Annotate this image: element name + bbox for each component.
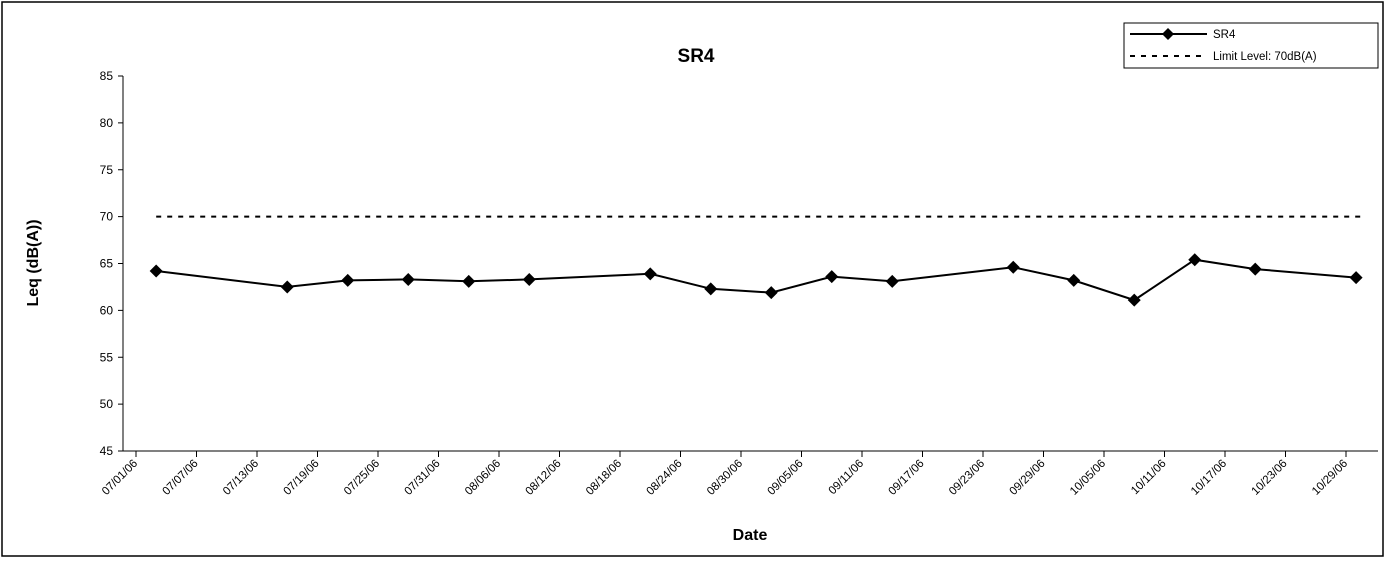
x-axis-title: Date bbox=[733, 527, 768, 544]
x-tick-label: 09/29/06 bbox=[1007, 458, 1047, 498]
chart-title: SR4 bbox=[678, 46, 715, 67]
data-point-sr4 bbox=[764, 286, 778, 300]
y-tick-label: 55 bbox=[100, 350, 114, 364]
data-point-sr4 bbox=[522, 272, 536, 286]
x-tick-label: 09/17/06 bbox=[886, 458, 926, 498]
y-axis-ticks: 45 50 55 60 65 70 75 80 85 bbox=[100, 69, 123, 458]
x-tick-label: 08/24/06 bbox=[644, 458, 684, 498]
y-tick-label: 70 bbox=[100, 210, 114, 224]
data-point-sr4 bbox=[462, 274, 476, 288]
data-point-sr4 bbox=[149, 264, 163, 278]
y-tick-label: 75 bbox=[100, 163, 114, 177]
data-point-sr4 bbox=[704, 282, 718, 296]
data-point-sr4 bbox=[1127, 293, 1141, 307]
data-point-sr4 bbox=[1349, 271, 1363, 285]
y-tick-label: 60 bbox=[100, 303, 114, 317]
y-tick-label: 50 bbox=[100, 397, 114, 411]
legend-label-sr4: SR4 bbox=[1213, 29, 1236, 41]
data-point-sr4 bbox=[1067, 273, 1081, 287]
x-tick-label: 10/17/06 bbox=[1189, 458, 1229, 498]
legend: SR4 Limit Level: 70dB(A) bbox=[1123, 22, 1379, 69]
data-point-sr4 bbox=[825, 270, 839, 284]
x-tick-label: 09/11/06 bbox=[827, 458, 867, 498]
data-point-sr4 bbox=[401, 272, 415, 286]
x-tick-label: 07/01/06 bbox=[100, 458, 140, 498]
legend-marker-sr4 bbox=[1162, 28, 1174, 40]
x-tick-label: 07/07/06 bbox=[160, 458, 200, 498]
x-tick-label: 10/29/06 bbox=[1310, 458, 1350, 498]
x-tick-label: 08/30/06 bbox=[705, 458, 745, 498]
x-tick-label: 07/13/06 bbox=[221, 458, 261, 498]
data-point-sr4 bbox=[643, 267, 657, 281]
x-tick-label: 08/06/06 bbox=[463, 458, 503, 498]
x-tick-label: 10/11/06 bbox=[1129, 458, 1169, 498]
series-layer bbox=[149, 215, 1367, 307]
series-line-sr4 bbox=[156, 258, 1357, 302]
x-tick-label: 10/23/06 bbox=[1249, 458, 1289, 498]
data-point-sr4 bbox=[1248, 262, 1262, 276]
y-tick-label: 45 bbox=[100, 444, 114, 458]
legend-label-limit: Limit Level: 70dB(A) bbox=[1213, 51, 1317, 63]
y-axis-title: Leq (dB(A)) bbox=[25, 219, 42, 306]
data-point-sr4 bbox=[280, 280, 294, 294]
y-tick-label: 85 bbox=[100, 69, 114, 83]
data-point-sr4 bbox=[885, 274, 899, 288]
x-tick-label: 09/23/06 bbox=[947, 458, 987, 498]
y-tick-label: 80 bbox=[100, 116, 114, 130]
x-tick-label: 09/05/06 bbox=[765, 458, 805, 498]
data-point-sr4 bbox=[1006, 260, 1020, 274]
x-tick-label: 07/25/06 bbox=[342, 458, 382, 498]
x-tick-label: 08/18/06 bbox=[584, 458, 624, 498]
data-point-sr4 bbox=[341, 273, 355, 287]
x-axis-ticks: 07/01/06 07/07/06 07/13/06 07/19/06 07/25/06… bbox=[100, 451, 1350, 498]
x-tick-label: 08/12/06 bbox=[523, 458, 563, 498]
x-tick-label: 07/19/06 bbox=[281, 458, 321, 498]
y-tick-label: 65 bbox=[100, 257, 114, 271]
data-point-sr4 bbox=[1188, 253, 1202, 267]
x-tick-label: 07/31/06 bbox=[402, 458, 442, 498]
x-tick-label: 10/05/06 bbox=[1068, 458, 1108, 498]
